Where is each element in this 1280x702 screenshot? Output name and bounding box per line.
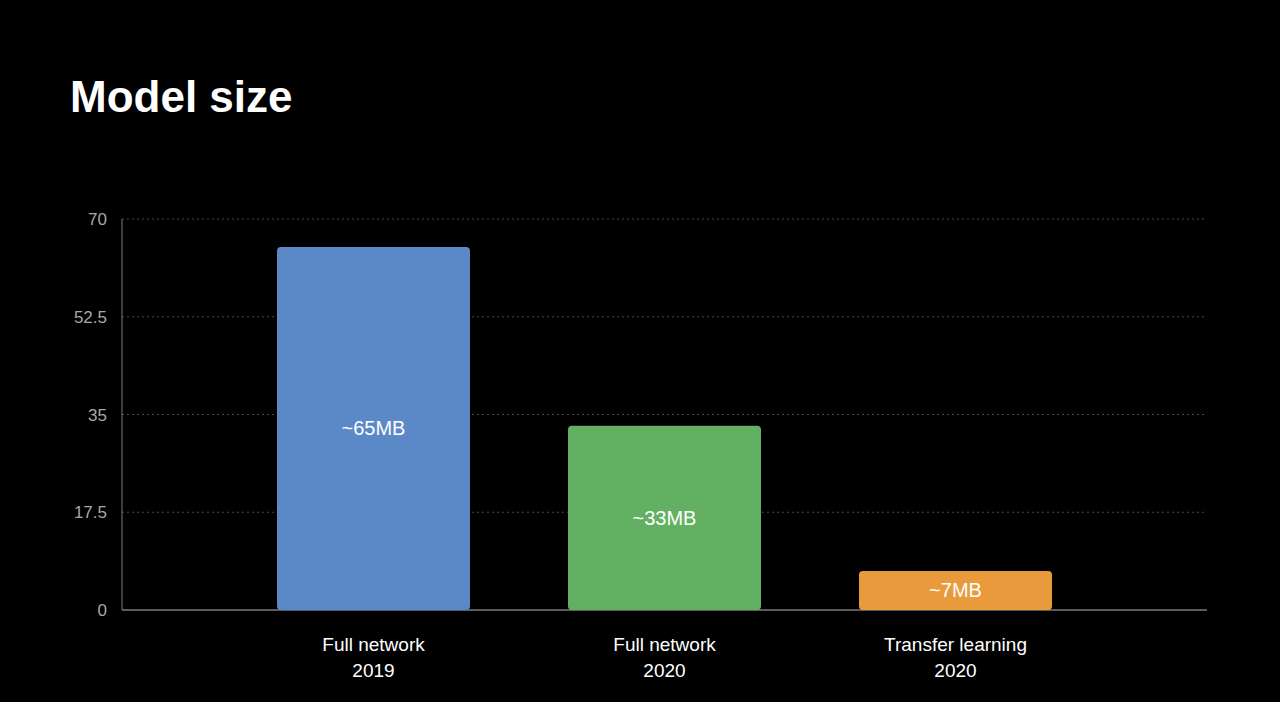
x-tick-label-line: 2020: [934, 660, 976, 681]
y-tick-label: 52.5: [74, 308, 107, 327]
y-axis-line: [122, 219, 123, 610]
x-tick-label-line: Transfer learning: [884, 634, 1027, 655]
x-tick-label-line: 2020: [643, 660, 685, 681]
x-tick-label-line: 2019: [352, 660, 394, 681]
x-tick-label-line: Full network: [613, 634, 716, 655]
data-label: ~33MB: [633, 507, 697, 529]
y-tick-label: 17.5: [74, 503, 107, 522]
y-tick-label: 70: [88, 210, 107, 229]
chart-root: Model size 0 17.5 35 52.5 70 ~65MB Full network…: [0, 0, 1280, 702]
x-tick-label: Full network 2020: [613, 634, 716, 681]
y-tick-label: 35: [88, 406, 107, 425]
background: [0, 0, 1280, 702]
x-tick-label-line: Full network: [322, 634, 425, 655]
data-label: ~65MB: [342, 417, 406, 439]
x-tick-label: Transfer learning 2020: [884, 634, 1027, 681]
labels: ~65MB Full network 2019 ~33MB Full network 20…: [322, 417, 1027, 681]
grid-line: [122, 219, 1207, 220]
bar: [859, 571, 1052, 610]
chart-svg: Model size 0 17.5 35 52.5 70 ~65MB Full network…: [0, 0, 1280, 702]
y-tick-label: 0: [98, 601, 107, 620]
grid: [122, 219, 1207, 610]
data-label: ~7MB: [929, 579, 982, 601]
title: Model size: [70, 72, 293, 121]
bar: [568, 426, 761, 610]
bar: [277, 247, 470, 610]
bars: [277, 247, 1052, 610]
x-tick-label: Full network 2019: [322, 634, 425, 681]
